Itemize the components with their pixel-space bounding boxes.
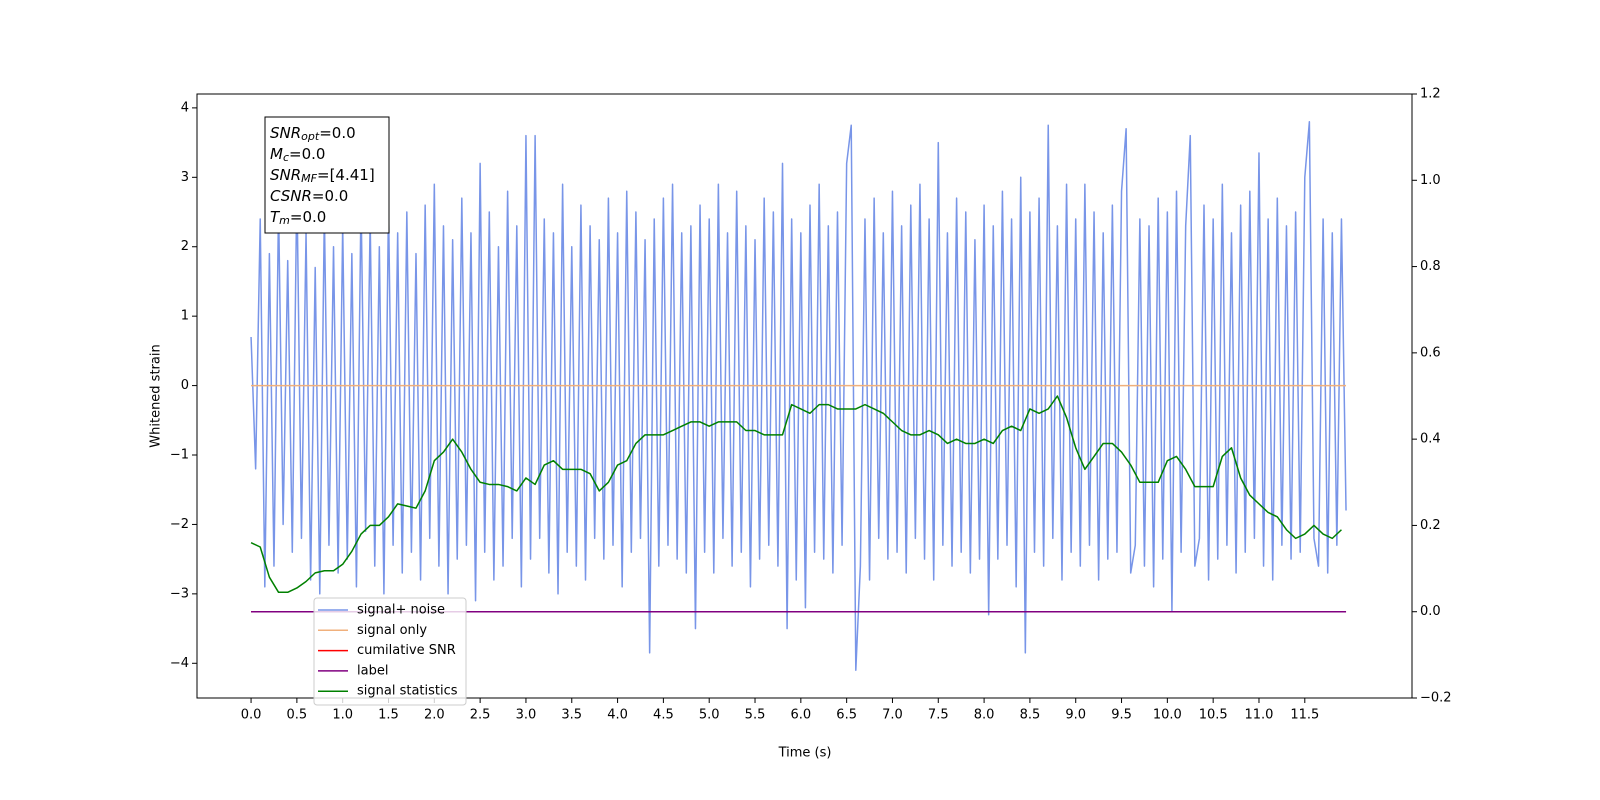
annotation-symbol: SNR — [270, 124, 301, 142]
annotation-subscript: MF — [301, 172, 317, 185]
y2-tick-label: −0.2 — [1420, 691, 1452, 706]
annotation-value: =0.0 — [312, 187, 348, 205]
y2-tick-label: 0.2 — [1420, 518, 1441, 533]
axes-frame — [196, 93, 1413, 699]
x-tick-label: 10.0 — [1153, 708, 1182, 723]
x-tick-label: 8.0 — [974, 708, 995, 723]
series-line — [250, 395, 1342, 594]
annotation-value: =0.0 — [290, 208, 326, 226]
x-tick-label: 1.5 — [378, 708, 399, 723]
annotation-frame — [264, 116, 390, 234]
y-tick-label: 0 — [181, 378, 189, 393]
legend: signal+ noise signal only cumilative SNR la… — [313, 597, 467, 706]
annotation: SNRopt=0.0 — [270, 124, 356, 144]
y-tick-label: −1 — [170, 448, 189, 463]
annotation-symbol: CSNR — [270, 187, 312, 205]
annotation-subscript: c — [283, 151, 289, 164]
annotation: SNRMF=[4.41] — [270, 166, 375, 186]
annotation-box: SNRopt=0.0Mc=0.0SNRMF=[4.41]CSNR=0.0Tm=0… — [264, 116, 390, 234]
y-tick-label: 4 — [181, 100, 189, 115]
annotation-value: =0.0 — [289, 145, 325, 163]
x-tick-label: 0.5 — [287, 708, 308, 723]
x-tick-label: 7.0 — [882, 708, 903, 723]
y-tick-label: −4 — [170, 656, 189, 671]
series-line — [250, 121, 1347, 671]
annotation: Mc=0.0 — [270, 145, 325, 165]
x-tick-label: 4.0 — [607, 708, 628, 723]
y2-tick-label: 0.6 — [1420, 345, 1441, 360]
annotation: CSNR=0.0 — [270, 187, 348, 205]
y-tick-label: −3 — [170, 586, 189, 601]
legend-label: signal+ noise — [357, 603, 445, 618]
annotation-symbol: T — [270, 208, 281, 226]
x-tick-label: 9.0 — [1065, 708, 1086, 723]
legend-frame — [313, 597, 467, 706]
y-tick-label: 2 — [181, 239, 189, 254]
legend-label: cumilative SNR — [357, 643, 456, 658]
annotation-value: =0.0 — [319, 124, 355, 142]
x-tick-label: 6.0 — [790, 708, 811, 723]
x-tick-label: 11.0 — [1245, 708, 1274, 723]
x-tick-label: 5.5 — [745, 708, 766, 723]
y2-tick-label: 0.4 — [1420, 432, 1441, 447]
annotation-subscript: opt — [301, 130, 320, 143]
annotation-symbol: M — [270, 145, 283, 163]
annotation-value: =[4.41] — [317, 166, 375, 184]
x-tick-label: 2.5 — [470, 708, 491, 723]
x-tick-label: 8.5 — [1020, 708, 1041, 723]
x-tick-label: 9.5 — [1111, 708, 1132, 723]
y2-tick-label: 1.0 — [1420, 173, 1441, 188]
x-tick-label: 3.5 — [561, 708, 582, 723]
legend-label: signal statistics — [357, 684, 458, 699]
y-tick-label: −2 — [170, 517, 189, 532]
x-tick-label: 10.5 — [1199, 708, 1228, 723]
legend-label: label — [357, 663, 388, 678]
x-tick-label: 2.0 — [424, 708, 445, 723]
y-axis-label: Whitened strain — [149, 344, 164, 447]
x-tick-label: 11.5 — [1290, 708, 1319, 723]
x-tick-label: 5.0 — [699, 708, 720, 723]
x-tick-label: 3.0 — [516, 708, 537, 723]
y2-tick-label: 1.2 — [1420, 87, 1441, 102]
annotation: Tm=0.0 — [270, 208, 326, 228]
x-tick-label: 4.5 — [653, 708, 674, 723]
x-tick-label: 0.0 — [241, 708, 262, 723]
x-axis-label: Time (s) — [778, 746, 832, 761]
y2-tick-label: 0.8 — [1420, 259, 1441, 274]
x-tick-label: 7.5 — [928, 708, 949, 723]
y-tick-label: 3 — [181, 170, 189, 185]
x-tick-label: 6.5 — [836, 708, 857, 723]
legend-label: signal only — [357, 623, 427, 638]
y2-tick-label: 0.0 — [1420, 604, 1441, 619]
annotation-subscript: m — [279, 214, 290, 227]
annotation-symbol: SNR — [270, 166, 301, 184]
y-tick-label: 1 — [181, 309, 189, 324]
x-tick-label: 1.0 — [332, 708, 353, 723]
